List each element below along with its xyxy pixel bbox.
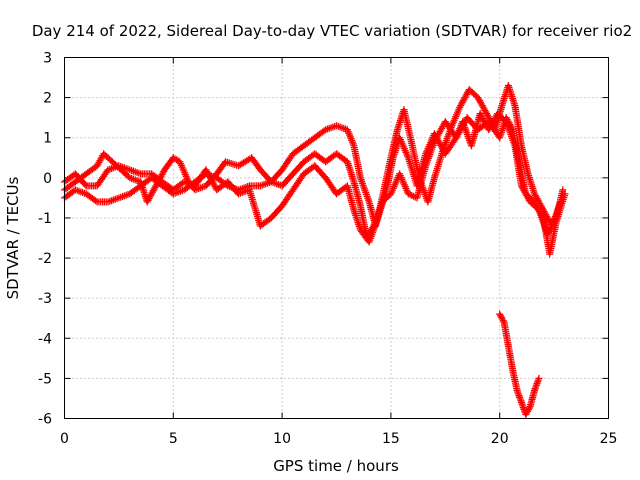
x-tick-label: 20 xyxy=(491,431,509,447)
y-tick-label: -1 xyxy=(38,211,52,227)
data-point xyxy=(525,404,533,412)
y-tick-label: 3 xyxy=(43,51,52,67)
series-2 xyxy=(61,114,569,258)
grid xyxy=(64,57,609,419)
x-tick-label: 15 xyxy=(382,431,400,447)
data-series xyxy=(61,82,569,418)
data-point xyxy=(559,186,567,194)
x-tick-label: 5 xyxy=(169,431,178,447)
x-tick-label: 25 xyxy=(600,431,618,447)
y-tick-label: -3 xyxy=(38,291,52,307)
series-3 xyxy=(61,110,567,246)
y-tick-label: -2 xyxy=(38,251,52,267)
data-point xyxy=(92,197,100,205)
x-tick-label: 10 xyxy=(273,431,291,447)
x-tick-label: 0 xyxy=(60,431,69,447)
x-axis-label: GPS time / hours xyxy=(273,457,399,475)
y-tick-label: 2 xyxy=(43,91,52,107)
plot-frame xyxy=(64,57,609,419)
y-tick-labels: -6 -5 -4 -3 -2 -1 0 1 2 3 xyxy=(38,51,52,428)
y-tick-label: 0 xyxy=(43,171,52,187)
y-tick-label: -5 xyxy=(38,371,52,387)
y-axis-label: SDTVAR / TECUs xyxy=(4,176,22,299)
data-point xyxy=(551,216,559,224)
x-tick-labels: 0 5 10 15 20 25 xyxy=(60,431,617,447)
y-tick-label: -4 xyxy=(38,331,52,347)
y-tick-label: -6 xyxy=(38,412,52,428)
chart-title: Day 214 of 2022, Sidereal Day-to-day VTE… xyxy=(32,22,632,40)
data-point xyxy=(81,181,89,189)
y-tick-label: 1 xyxy=(43,131,52,147)
series-4 xyxy=(496,310,543,418)
data-point xyxy=(535,374,543,382)
ticks xyxy=(64,57,609,419)
data-point xyxy=(499,317,507,325)
